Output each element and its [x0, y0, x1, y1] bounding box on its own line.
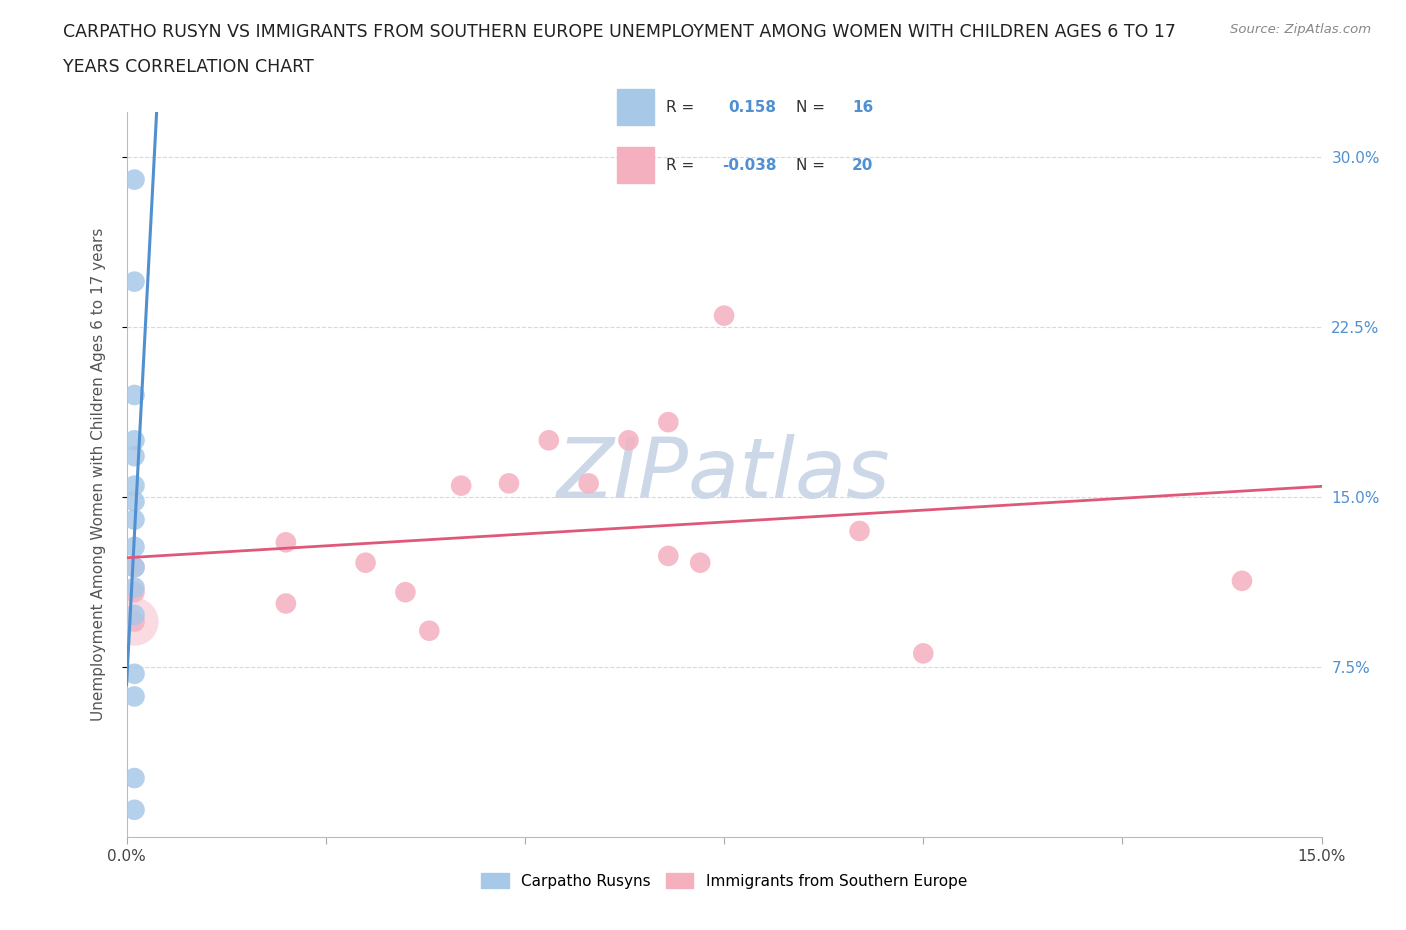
Point: [394, 585, 416, 600]
Point: [124, 494, 146, 509]
Point: [124, 614, 146, 629]
Point: [418, 623, 440, 638]
Point: [124, 512, 146, 527]
Text: N =: N =: [796, 100, 825, 114]
Point: [124, 689, 146, 704]
Text: CARPATHO RUSYN VS IMMIGRANTS FROM SOUTHERN EUROPE UNEMPLOYMENT AMONG WOMEN WITH : CARPATHO RUSYN VS IMMIGRANTS FROM SOUTHE…: [63, 23, 1177, 41]
Text: YEARS CORRELATION CHART: YEARS CORRELATION CHART: [63, 58, 314, 75]
Point: [124, 580, 146, 595]
Text: R =: R =: [666, 100, 695, 114]
Point: [657, 415, 679, 430]
Point: [578, 476, 600, 491]
Point: [124, 666, 146, 681]
Point: [124, 771, 146, 786]
Point: [124, 585, 146, 600]
Point: [657, 549, 679, 564]
Bar: [617, 89, 654, 126]
Point: [124, 478, 146, 493]
Point: [689, 555, 711, 570]
Text: R =: R =: [666, 157, 695, 173]
Point: [274, 535, 297, 550]
Point: [274, 596, 297, 611]
Text: 0.158: 0.158: [728, 100, 776, 114]
Point: [124, 449, 146, 464]
Point: [1230, 574, 1253, 589]
Point: [124, 560, 146, 575]
Text: N =: N =: [796, 157, 825, 173]
Text: 16: 16: [852, 100, 873, 114]
Point: [124, 803, 146, 817]
Text: 20: 20: [852, 157, 873, 173]
Text: -0.038: -0.038: [723, 157, 776, 173]
Point: [124, 274, 146, 289]
Point: [124, 172, 146, 187]
Legend: Carpatho Rusyns, Immigrants from Southern Europe: Carpatho Rusyns, Immigrants from Souther…: [475, 867, 973, 895]
Point: [124, 432, 146, 447]
Point: [537, 432, 560, 447]
Point: [912, 646, 935, 661]
Point: [124, 539, 146, 554]
Point: [848, 524, 870, 538]
Text: Source: ZipAtlas.com: Source: ZipAtlas.com: [1230, 23, 1371, 36]
Point: [124, 614, 146, 629]
Point: [617, 432, 640, 447]
Point: [498, 476, 520, 491]
Point: [354, 555, 377, 570]
Bar: [617, 147, 654, 183]
Point: [124, 388, 146, 403]
Y-axis label: Unemployment Among Women with Children Ages 6 to 17 years: Unemployment Among Women with Children A…: [91, 228, 105, 721]
Point: [124, 607, 146, 622]
Point: [124, 560, 146, 575]
Point: [713, 308, 735, 323]
Point: [450, 478, 472, 493]
Text: ZIPatlas: ZIPatlas: [557, 433, 891, 515]
